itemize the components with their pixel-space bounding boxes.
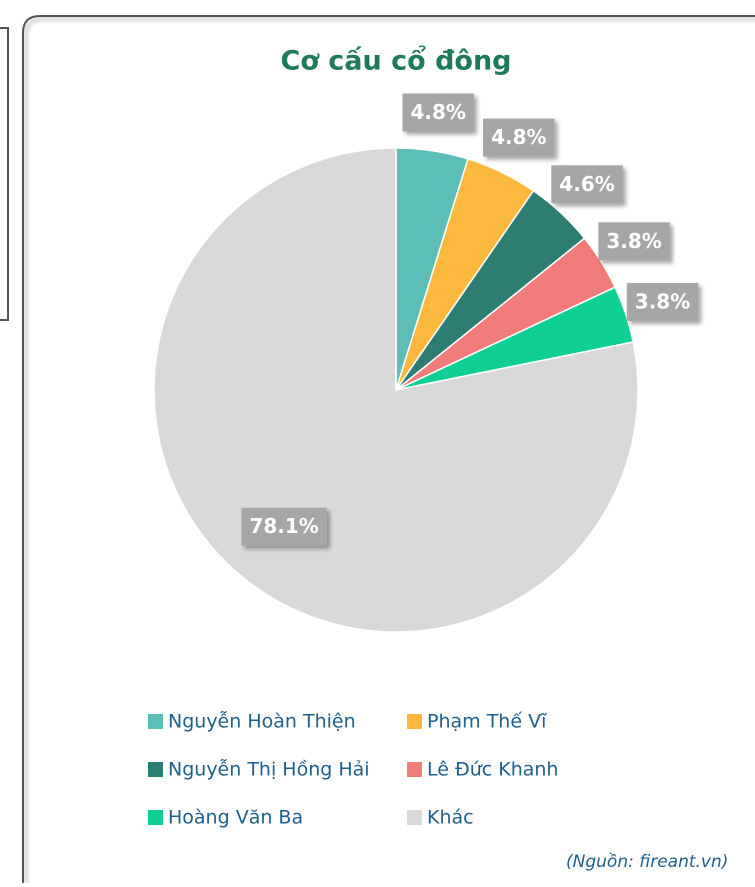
legend-swatch [148, 810, 163, 825]
data-label-text: 4.8% [491, 125, 546, 149]
data-label-text: 78.1% [249, 514, 318, 538]
legend-swatch [148, 762, 163, 777]
data-label-box [402, 93, 474, 132]
legend-label: Lê Đức Khanh [427, 759, 558, 781]
legend-swatch [407, 762, 422, 777]
data-label-text: 3.8% [606, 229, 661, 253]
card-frame [22, 15, 755, 887]
data-label: 3.8% [598, 222, 670, 261]
data-label-box [626, 282, 699, 321]
data-label: 4.8% [483, 118, 555, 157]
data-label-text: 3.8% [635, 289, 690, 313]
data-label-box [551, 165, 623, 204]
data-label-box [483, 118, 555, 157]
data-label: 78.1% [241, 507, 327, 546]
legend-swatch [407, 714, 422, 729]
data-label-box [598, 222, 670, 261]
data-label: 3.8% [626, 282, 699, 321]
chart-title: Cơ cấu cổ đông [281, 44, 512, 77]
data-label: 4.6% [551, 165, 623, 204]
legend-label: Khác [427, 807, 474, 829]
data-label-text: 4.6% [559, 172, 614, 196]
legend-swatch [407, 810, 422, 825]
data-label-text: 4.8% [410, 100, 465, 124]
neighbor-frame [0, 27, 9, 321]
data-label: 4.8% [402, 93, 474, 132]
source: (Nguồn: fireant.vn) [566, 851, 728, 872]
legend-label: Nguyễn Thị Hồng Hải [168, 758, 370, 781]
legend-label: Phạm Thế Vĩ [427, 711, 547, 733]
legend-swatch [148, 714, 163, 729]
legend-label: Nguyễn Hoàn Thiện [168, 710, 356, 733]
legend-label: Hoàng Văn Ba [168, 807, 303, 829]
data-label-box [241, 507, 327, 546]
